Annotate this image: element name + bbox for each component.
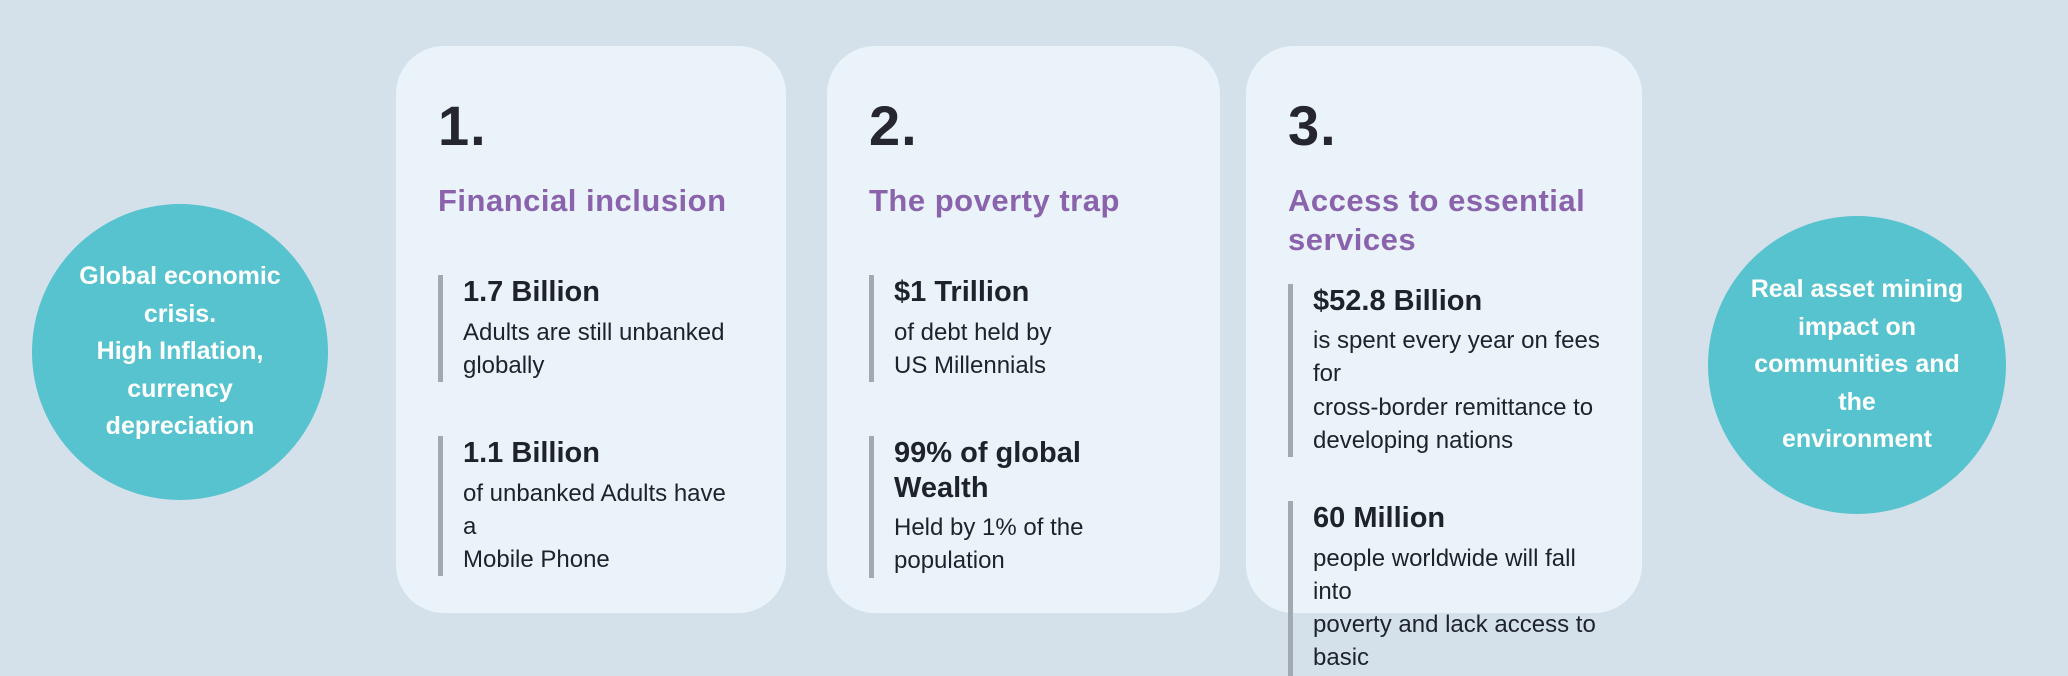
stat-millennial-debt: $1 Trillion of debt held by US Millennia… [869, 274, 1178, 382]
right-circle: Real asset mining impact on communities … [1708, 216, 2006, 514]
stat-description: is spent every year on fees for cross-bo… [1313, 327, 1600, 454]
stat-value: 1.1 Billion [463, 436, 600, 469]
stat-value: 60 Million [1313, 501, 1446, 534]
stat-description: of debt held by US Millennials [894, 318, 1052, 379]
card-number: 3. [1288, 94, 1337, 157]
stat-mobile-phone: 1.1 Billion of unbanked Adults have a Mo… [438, 435, 744, 576]
stat-description: people worldwide will fall into poverty … [1313, 544, 1596, 671]
stat-description: of unbanked Adults have a Mobile Phone [463, 479, 726, 573]
stat-value: $1 Trillion [894, 275, 1030, 308]
stat-description: Held by 1% of the population [894, 514, 1084, 575]
card-title: Access to essential services [1288, 183, 1586, 257]
card-financial-inclusion: 1. Financial inclusion 1.7 Billion Adult… [396, 46, 786, 613]
stat-value: 1.7 Billion [463, 275, 600, 308]
stat-value: 99% of global Wealth [894, 436, 1081, 504]
card-poverty-trap: 2. The poverty trap $1 Trillion of debt … [827, 46, 1220, 613]
stat-remittance-fees: $52.8 Billion is spent every year on fee… [1288, 283, 1600, 457]
card-number: 1. [438, 94, 487, 157]
stat-description: Adults are still unbanked globally [463, 318, 725, 379]
card-title: The poverty trap [869, 183, 1120, 218]
stat-unbanked-adults: 1.7 Billion Adults are still unbanked gl… [438, 274, 744, 382]
stat-poverty-healthcare: 60 Million people worldwide will fall in… [1288, 500, 1600, 676]
left-circle-text: Global economic crisis. High Inflation, … [79, 262, 281, 441]
card-title: Financial inclusion [438, 183, 727, 218]
right-circle-text: Real asset mining impact on communities … [1750, 275, 1964, 454]
card-essential-services: 3. Access to essential services $52.8 Bi… [1246, 46, 1642, 676]
left-circle: Global economic crisis. High Inflation, … [32, 204, 328, 500]
stat-wealth-concentration: 99% of global Wealth Held by 1% of the p… [869, 435, 1178, 578]
card-number: 2. [869, 94, 918, 157]
stat-value: $52.8 Billion [1313, 284, 1483, 317]
